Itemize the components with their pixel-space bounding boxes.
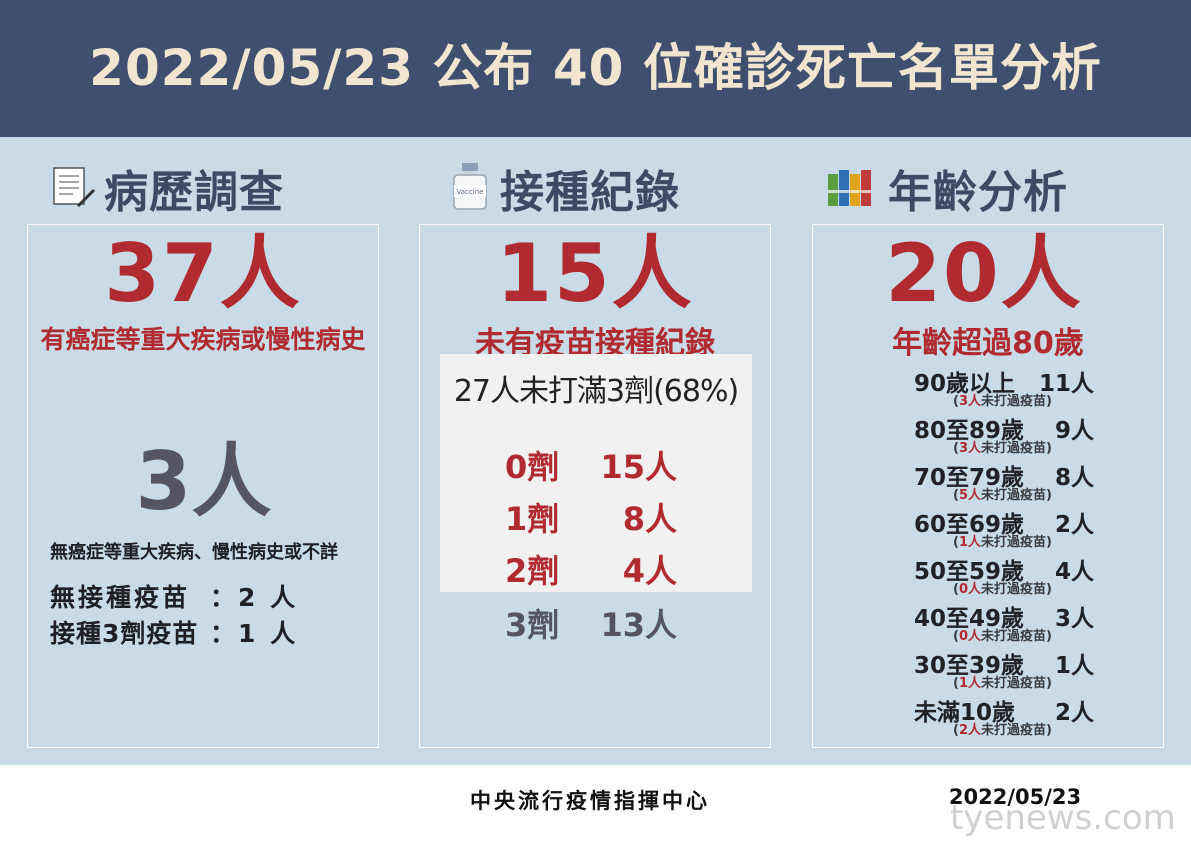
history-detail-value: ：2 人 xyxy=(210,583,299,612)
age-group-range: 40至49歲 xyxy=(914,606,1025,632)
vaccine-bottle-label: Vaccine xyxy=(457,188,484,196)
age-main-desc: 年齡超過80歲 xyxy=(892,326,1084,361)
history-detail-row: 無接種疫苗 ：2 人 xyxy=(50,578,298,614)
age-group-unvax-count: 3人 xyxy=(958,441,982,456)
vaccination-heading: Vaccine 接種紀錄 xyxy=(448,158,680,218)
age-group-unvax-note: (1人未打過疫苗) xyxy=(953,535,1052,550)
dose-count: 8人 xyxy=(622,500,677,538)
age-group-range: 未滿10歲 xyxy=(914,700,1016,726)
age-group-unvax-label: 未打過疫苗 xyxy=(981,723,1047,738)
header-banner xyxy=(0,0,1191,137)
dose-label: 2劑 xyxy=(505,552,560,590)
age-group-count: 8人 xyxy=(1054,465,1094,491)
history-detail-label: 接種3劑疫苗 xyxy=(50,619,199,648)
age-group-unvax-note: (5人未打過疫苗) xyxy=(953,488,1052,503)
age-group-unvax-label: 未打過疫苗 xyxy=(981,441,1047,456)
age-group-count: 9人 xyxy=(1054,418,1094,444)
age-group-unvax-count: 2人 xyxy=(958,723,982,738)
history-detail-value: ：1 人 xyxy=(210,619,299,648)
dose-label: 1劑 xyxy=(505,500,560,538)
history-main-count: 37人 xyxy=(104,227,302,320)
age-group-unvax-count: 5人 xyxy=(958,488,982,503)
age-group-unvax-count: 1人 xyxy=(958,676,982,691)
watermark: tyenews.com xyxy=(950,798,1176,838)
document-pen-icon xyxy=(48,162,96,214)
age-group-count: 11人 xyxy=(1038,371,1094,397)
age-group-range: 50至59歲 xyxy=(914,559,1025,585)
dose-count: 15人 xyxy=(600,448,677,486)
age-group-unvax-note: (3人未打過疫苗) xyxy=(953,441,1052,456)
age-group-range: 80至89歲 xyxy=(914,418,1025,444)
age-group-range: 90歲以上 xyxy=(914,371,1016,397)
age-group-unvax-label: 未打過疫苗 xyxy=(981,394,1047,409)
age-group-range: 70至79歲 xyxy=(914,465,1025,491)
history-heading: 病歷調查 xyxy=(48,158,284,218)
footer-organization: 中央流行疫情指揮中心 xyxy=(470,789,710,813)
age-group-unvax-count: 1人 xyxy=(958,535,982,550)
history-detail-label: 無接種疫苗 xyxy=(50,583,191,612)
page-title: 2022/05/23 公布 40 位確診死亡名單分析 xyxy=(89,39,1102,97)
dose-row: 3劑 13人 xyxy=(505,600,705,644)
age-group-count: 2人 xyxy=(1054,700,1094,726)
age-group-unvax-count: 3人 xyxy=(958,394,982,409)
age-heading: 年齡分析 xyxy=(826,158,1068,218)
age-group-count: 4人 xyxy=(1054,559,1094,585)
age-group-unvax-note: (0人未打過疫苗) xyxy=(953,629,1052,644)
footer-date: 2022/05/23 xyxy=(948,785,1082,809)
age-group-unvax-note: (1人未打過疫苗) xyxy=(953,676,1052,691)
age-box xyxy=(812,224,1164,748)
history-main-desc: 有癌症等重大疾病或慢性病史 xyxy=(40,325,366,354)
vaccination-main-count: 15人 xyxy=(496,227,694,320)
age-group-count: 3人 xyxy=(1054,606,1094,632)
vaccination-heading-label: 接種紀錄 xyxy=(500,167,680,218)
vaccination-box xyxy=(419,224,771,748)
age-group-unvax-note: (3人未打過疫苗) xyxy=(953,394,1052,409)
age-group-range: 60至69歲 xyxy=(914,512,1025,538)
history-heading-label: 病歷調查 xyxy=(104,167,284,218)
age-group-count: 1人 xyxy=(1054,653,1094,679)
age-group-unvax-label: 未打過疫苗 xyxy=(981,629,1047,644)
dose-count: 4人 xyxy=(622,552,677,590)
history-secondary-desc: 無癌症等重大疾病、慢性病史或不詳 xyxy=(50,542,338,563)
dose-label: 0劑 xyxy=(505,448,560,486)
history-box xyxy=(27,224,379,748)
age-group-unvax-note: (0人未打過疫苗) xyxy=(953,582,1052,597)
age-group-unvax-count: 0人 xyxy=(958,629,982,644)
dose-row: 2劑 4人 xyxy=(505,546,705,590)
history-detail-row: 接種3劑疫苗 ：1 人 xyxy=(50,614,298,650)
age-group-unvax-count: 0人 xyxy=(958,582,982,597)
age-group-range: 30至39歲 xyxy=(914,653,1025,679)
age-group-unvax-note: (2人未打過疫苗) xyxy=(953,723,1052,738)
books-icon xyxy=(826,162,880,214)
age-heading-label: 年齡分析 xyxy=(888,167,1068,218)
age-group-unvax-label: 未打過疫苗 xyxy=(981,535,1047,550)
age-main-count: 20人 xyxy=(885,227,1083,320)
dose-row: 1劑 8人 xyxy=(505,494,705,538)
dose-breakdown-panel xyxy=(440,354,752,592)
dose-row: 0劑 15人 xyxy=(505,442,705,486)
age-group-unvax-label: 未打過疫苗 xyxy=(981,676,1047,691)
dose-label: 3劑 xyxy=(505,606,560,644)
age-group-unvax-label: 未打過疫苗 xyxy=(981,488,1047,503)
vaccine-bottle-icon: Vaccine xyxy=(448,161,492,215)
history-secondary-count: 3人 xyxy=(135,435,272,528)
vaccination-summary: 27人未打滿3劑(68%) xyxy=(453,374,739,409)
age-group-count: 2人 xyxy=(1054,512,1094,538)
age-group-unvax-label: 未打過疫苗 xyxy=(981,582,1047,597)
dose-count: 13人 xyxy=(600,606,677,644)
